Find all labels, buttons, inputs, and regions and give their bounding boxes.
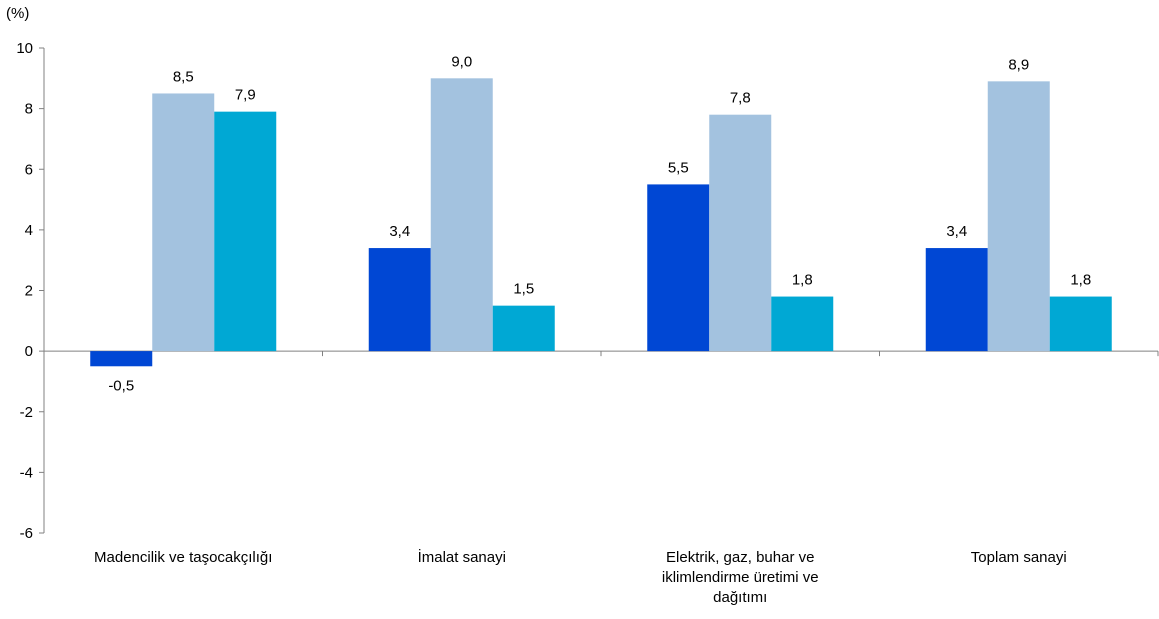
bar <box>1049 296 1112 352</box>
bar <box>90 351 153 367</box>
data-label: 1,8 <box>792 272 813 289</box>
data-labels: -0,5 8,5 7,9 3,4 9,0 1,5 5,5 7,8 1,8 3,4 8,9 1,8 <box>108 53 1091 394</box>
data-label: 3,4 <box>946 223 967 240</box>
y-tick-label: 6 <box>25 161 33 178</box>
data-label: 7,9 <box>235 87 256 104</box>
y-unit-label: (%) <box>6 5 29 22</box>
y-tick-label: -2 <box>20 404 33 421</box>
bar <box>647 184 710 352</box>
category-labels: Madencilik ve taşocakçılığı İmalat sanayi… <box>94 548 1067 606</box>
data-label: 7,8 <box>730 90 751 107</box>
y-ticks: 10 8 6 4 2 0 -2 -4 -6 <box>16 40 44 542</box>
data-label: 1,8 <box>1070 272 1091 289</box>
bar <box>771 296 834 352</box>
data-label: -0,5 <box>108 377 134 394</box>
y-tick-label: 4 <box>25 222 33 239</box>
data-label: 8,9 <box>1008 56 1029 73</box>
data-label: 3,4 <box>389 223 410 240</box>
bars <box>90 78 1112 367</box>
bar <box>925 248 988 352</box>
bar <box>214 111 277 352</box>
category-label: Madencilik ve taşocakçılığı <box>94 549 272 566</box>
bar <box>152 93 215 352</box>
y-tick-label: -6 <box>20 525 33 542</box>
y-tick-label: 10 <box>16 40 33 57</box>
bar <box>492 305 555 352</box>
bar <box>709 114 772 352</box>
y-tick-label: 2 <box>25 283 33 300</box>
data-label: 1,5 <box>513 281 534 298</box>
data-label: 8,5 <box>173 68 194 85</box>
category-label: Toplam sanayi <box>971 549 1067 566</box>
data-label: 5,5 <box>668 159 689 176</box>
y-tick-label: -4 <box>20 464 33 481</box>
y-tick-label: 0 <box>25 343 33 360</box>
bar <box>368 248 431 352</box>
bar <box>430 78 493 352</box>
category-label: İmalat sanayi <box>418 548 506 566</box>
bar <box>987 81 1050 352</box>
y-tick-label: 8 <box>25 101 33 118</box>
category-label: Elektrik, gaz, buhar ve iklimlendirme üre… <box>662 549 819 606</box>
x-ticks <box>43 351 1159 357</box>
data-label: 9,0 <box>451 53 472 70</box>
